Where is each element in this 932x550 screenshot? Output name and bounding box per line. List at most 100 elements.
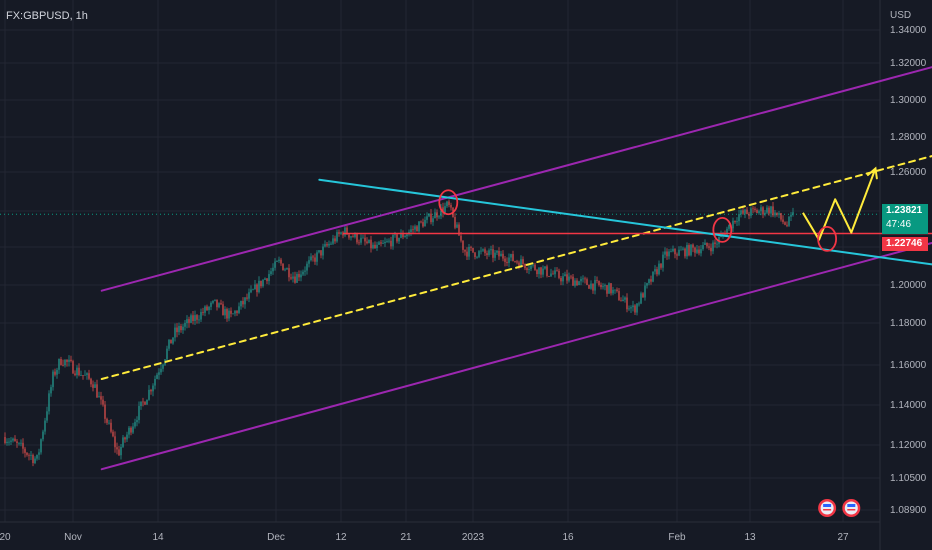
candle-body (214, 299, 216, 301)
candle-body (658, 263, 660, 275)
last-price-tag: 1.23821 47:46 (882, 204, 928, 234)
candle-body (484, 249, 486, 254)
candle-body (74, 373, 76, 376)
candle-body (320, 250, 322, 256)
candle-body (306, 263, 308, 271)
candle-body (438, 216, 440, 218)
candle-body (494, 252, 496, 258)
candle-body (130, 427, 132, 433)
candle-body (766, 207, 768, 213)
candle-body (90, 378, 92, 385)
candle-body (696, 249, 698, 253)
candle-body (510, 254, 512, 258)
candle-body (220, 303, 222, 305)
candle-body (540, 267, 542, 275)
candle-body (650, 279, 652, 282)
upper-channel-line (100, 66, 932, 292)
candle-body (466, 251, 468, 257)
candle-body (636, 303, 638, 313)
candle-body (732, 220, 734, 229)
candle-body (472, 247, 474, 253)
candle-body (218, 303, 220, 308)
lower-channel-line (100, 241, 932, 471)
candle-body (326, 244, 328, 246)
candle-body (340, 232, 342, 234)
candle-body (616, 289, 618, 292)
candle-body (526, 268, 528, 270)
candle-body (424, 219, 426, 227)
candle-body (240, 300, 242, 307)
candle-body (162, 364, 164, 369)
candle-body (610, 283, 612, 294)
candle-body (110, 422, 112, 432)
candle-body (234, 311, 236, 314)
candle-body (780, 213, 782, 220)
level-price-tag: 1.22746 (882, 237, 928, 251)
candle-body (158, 372, 160, 375)
candle-body (286, 268, 288, 270)
candle-body (318, 250, 320, 253)
y-tick-label: 1.28000 (890, 132, 927, 143)
candle-body (604, 285, 606, 287)
candle-body (86, 373, 88, 375)
candle-body (108, 422, 110, 424)
candle-body (660, 263, 662, 268)
candle-body (734, 220, 736, 223)
candle-body (666, 251, 668, 257)
candle-body (216, 299, 218, 308)
candle-body (146, 399, 148, 405)
candle-body (28, 454, 30, 456)
candle-body (64, 359, 66, 366)
candle-body (204, 306, 206, 313)
candle-body (76, 367, 78, 376)
candle-body (22, 442, 24, 449)
candle-body (628, 308, 630, 310)
candle-body (640, 293, 642, 304)
candle-body (280, 259, 282, 264)
candle-body (212, 300, 214, 303)
candle-body (404, 236, 406, 238)
candle-body (656, 269, 658, 275)
candle-body (470, 247, 472, 248)
candle-body (68, 359, 70, 362)
candle-body (498, 250, 500, 257)
candle-body (348, 234, 350, 238)
candle-body (682, 248, 684, 250)
x-tick-label: 14 (152, 532, 164, 543)
channel-midline (100, 155, 932, 380)
candle-body (46, 411, 48, 421)
candle-body (524, 263, 526, 269)
candle-body (186, 319, 188, 324)
candle-body (184, 323, 186, 327)
symbol-label[interactable]: FX:GBPUSD, 1h (6, 10, 88, 22)
currency-label: USD (890, 10, 912, 21)
candle-body (52, 371, 54, 388)
candle-body (322, 246, 324, 256)
candle-body (168, 339, 170, 349)
candle-body (84, 374, 86, 376)
candle-body (344, 227, 346, 236)
candle-body (50, 387, 52, 394)
candle-body (416, 226, 418, 232)
candle-body (104, 404, 106, 419)
candle-body (570, 276, 572, 278)
candle-body (72, 361, 74, 374)
candle-body (352, 236, 354, 238)
candle-body (144, 401, 146, 405)
candle-body (406, 234, 408, 237)
candle-body (20, 442, 22, 444)
candle-body (490, 249, 492, 251)
candle-body (448, 201, 450, 205)
candle-body (750, 208, 752, 216)
candle-body (174, 327, 176, 338)
candle-body (418, 221, 420, 232)
candle-body (546, 266, 548, 276)
candle-body (210, 302, 212, 307)
candle-body (66, 359, 68, 362)
candle-body (60, 358, 62, 365)
candle-body (190, 315, 192, 323)
candle-body (188, 319, 190, 323)
candle-body (32, 454, 34, 464)
